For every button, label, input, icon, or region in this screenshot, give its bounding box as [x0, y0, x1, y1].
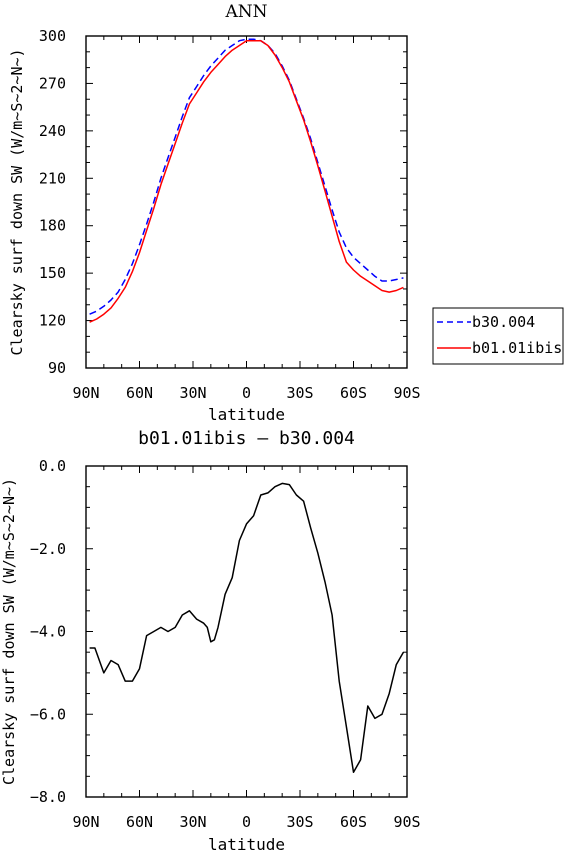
legend: b30.004 b01.01ibis	[432, 307, 564, 365]
chart1-x-tick-label: 30S	[286, 384, 313, 402]
chart1-x-tick-label: 60N	[126, 384, 153, 402]
legend-label: b30.004	[472, 313, 535, 331]
chart1-y-axis-label: Clearsky surf down SW (W/m~S~2~N~)	[8, 48, 26, 355]
chart1-y-tick-label: 300	[39, 27, 66, 45]
chart2-series-line-difference	[89, 482, 405, 773]
legend-box	[432, 307, 564, 365]
chart1-x-axis-label: latitude	[208, 405, 285, 424]
chart1-y-tick-label: 90	[48, 359, 66, 377]
chart2-x-tick-label: 30S	[286, 813, 313, 831]
chart2-title: b01.01ibis – b30.004	[138, 428, 355, 449]
chart1-y-tick-label: 150	[39, 264, 66, 282]
chart2-y-tick-label: −4.0	[30, 623, 66, 641]
chart1-x-tick-label: 90N	[72, 384, 99, 402]
chart1-y-tick-label: 120	[39, 312, 66, 330]
chart2-y-tick-label: 0.0	[39, 457, 66, 475]
chart1-y-tick-label: 240	[39, 122, 66, 140]
chart1-title: ANN	[224, 2, 267, 22]
chart1-x-tick-label: 0	[242, 384, 251, 402]
chart2-x-tick-label: 0	[242, 813, 251, 831]
chart1-y-tick-label: 180	[39, 217, 66, 235]
chart1-y-tick-label: 270	[39, 74, 66, 92]
chart2-y-tick-label: −8.0	[30, 788, 66, 806]
chart2-y-tick-label: −6.0	[30, 705, 66, 723]
chart1-x-tick-label: 90S	[393, 384, 420, 402]
chart1-series-line-b30-004	[89, 38, 404, 315]
chart2-x-tick-label: 60S	[340, 813, 367, 831]
chart2-plot-frame	[85, 465, 408, 798]
chart2-x-tick-label: 30N	[179, 813, 206, 831]
chart1-plot-frame	[85, 35, 408, 369]
chart2-x-tick-label: 90S	[393, 813, 420, 831]
chart2-y-axis-label: Clearsky surf down SW (W/m~S~2~N~)	[0, 478, 18, 785]
chart1-x-tick-label: 30N	[179, 384, 206, 402]
chart2-x-tick-label: 90N	[72, 813, 99, 831]
chart1-x-tick-label: 60S	[340, 384, 367, 402]
chart1-series-line-b01-01ibis	[89, 39, 404, 323]
chart2-y-tick-label: −2.0	[30, 540, 66, 558]
legend-label: b01.01ibis	[472, 339, 562, 357]
chart2-x-axis-label: latitude	[208, 835, 285, 851]
chart2-x-tick-label: 60N	[126, 813, 153, 831]
chart1-y-tick-label: 210	[39, 169, 66, 187]
